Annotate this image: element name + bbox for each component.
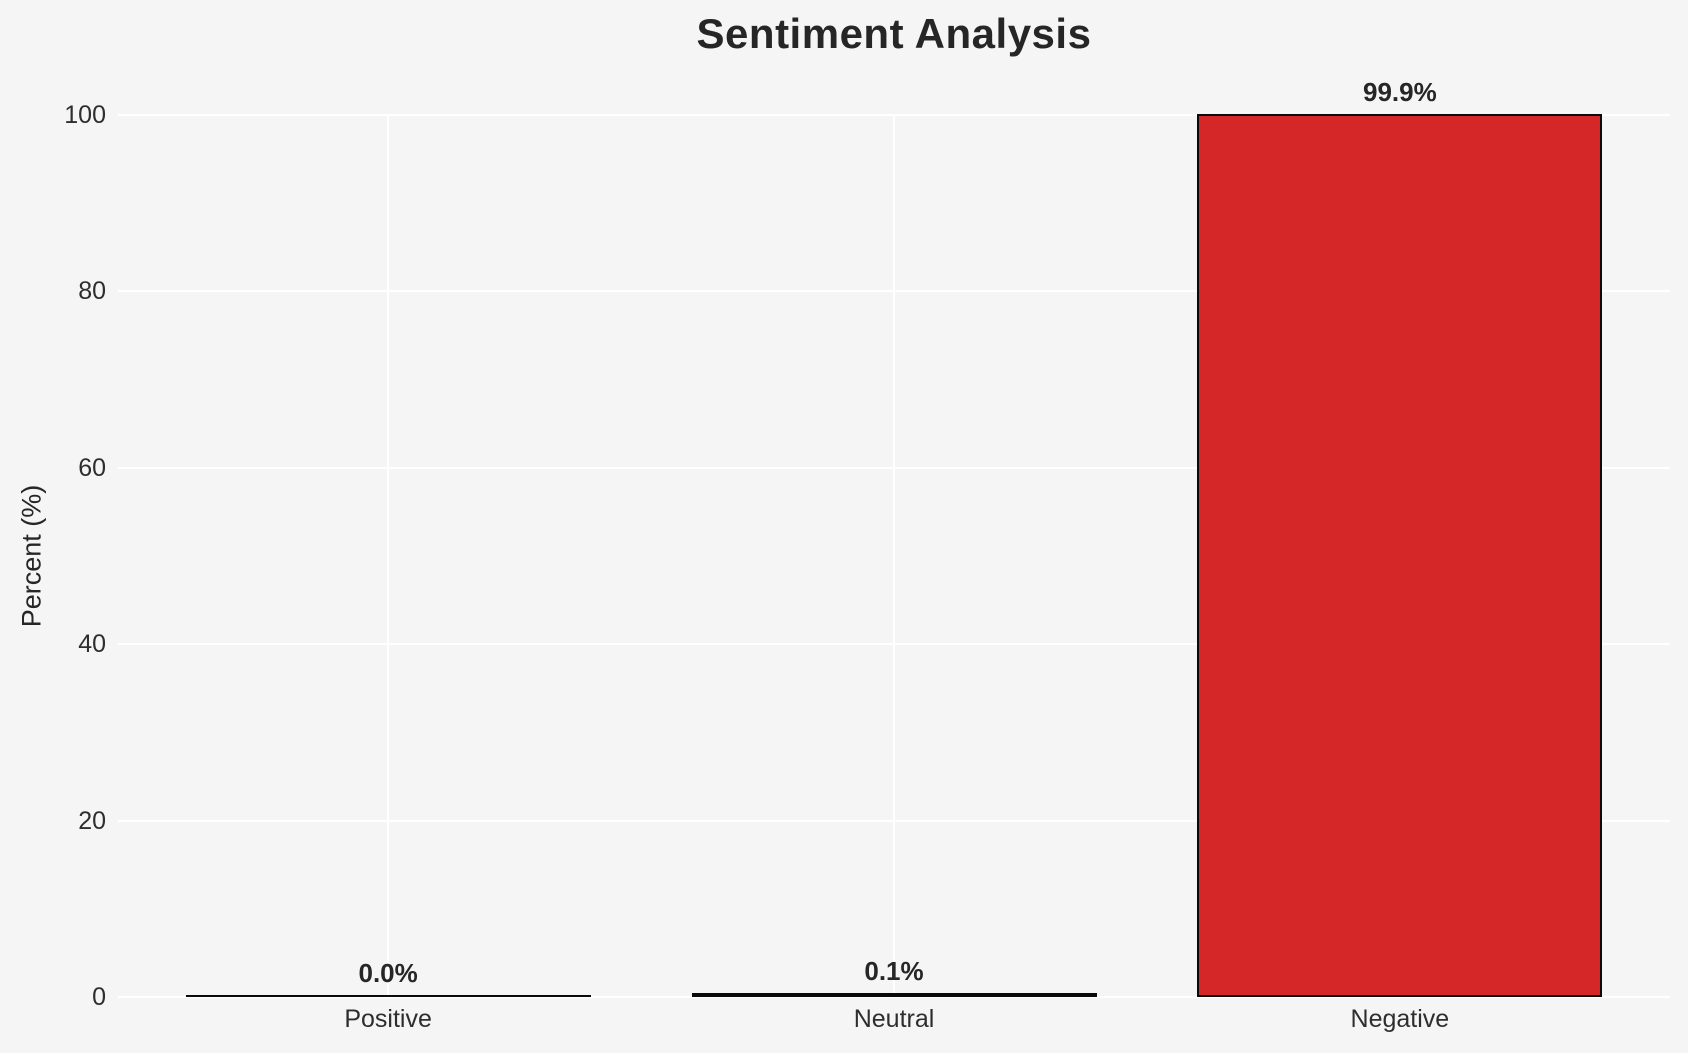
value-label-positive: 0.0%	[358, 958, 418, 988]
x-tick-label-positive: Positive	[344, 1005, 432, 1033]
y-tick-label-60: 60	[78, 453, 106, 482]
value-label-negative: 99.9%	[1362, 77, 1437, 107]
x-tick-label-negative: Negative	[1350, 1005, 1450, 1033]
y-tick-label-80: 80	[78, 277, 106, 306]
y-axis-label: Percent (%)	[16, 484, 47, 628]
y-tick-label-100: 100	[64, 101, 106, 129]
y-tick-label-0: 0	[92, 983, 106, 1011]
plot-area: 0.0% 0.1% 99.9%	[118, 77, 1670, 998]
bar-positive	[186, 995, 591, 997]
gridline-y-0	[118, 996, 1670, 998]
gridline-x-positive	[387, 115, 390, 997]
y-tick-label-40: 40	[78, 630, 106, 659]
bar-negative	[1197, 114, 1602, 997]
bar-neutral	[692, 993, 1097, 997]
y-tick-label-20: 20	[78, 806, 106, 835]
value-label-neutral: 0.1%	[864, 956, 924, 986]
chart-title: Sentiment Analysis	[696, 10, 1092, 57]
gridline-x-neutral	[893, 115, 895, 997]
x-tick-label-neutral: Neutral	[853, 1005, 935, 1033]
